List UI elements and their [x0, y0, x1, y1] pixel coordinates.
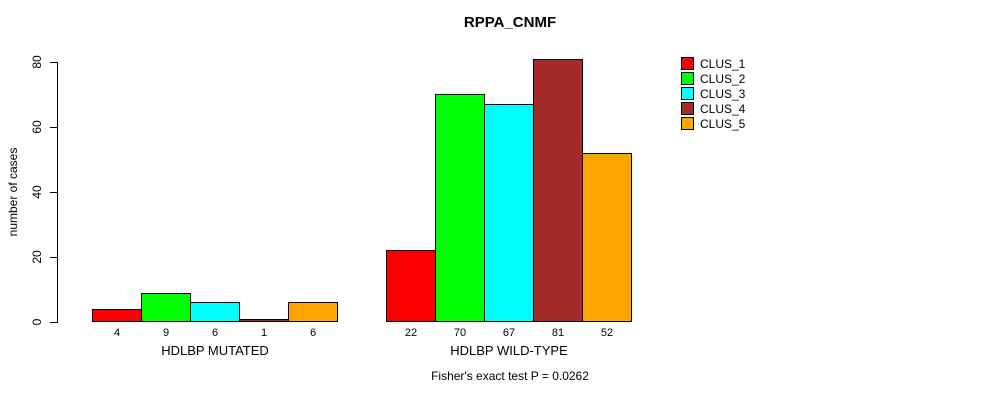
bar-clus_4 — [533, 59, 583, 322]
bar-clus_3 — [190, 302, 240, 322]
bar-clus_4 — [239, 319, 289, 322]
bar-value-label: 52 — [600, 327, 614, 339]
bar-value-label: 6 — [211, 327, 219, 339]
footnote: Fisher's exact test P = 0.0262 — [431, 369, 589, 383]
legend-item-clus_3: CLUS_3 — [681, 86, 745, 101]
category-label: HDLBP WILD-TYPE — [450, 343, 568, 358]
legend-label: CLUS_3 — [700, 86, 746, 101]
legend-swatch-clus_3 — [681, 87, 694, 100]
bar-clus_2 — [435, 94, 485, 322]
y-axis — [57, 62, 58, 323]
y-axis-label: number of cases — [6, 147, 20, 237]
y-tick-label: 40 — [30, 185, 44, 199]
legend-item-clus_1: CLUS_1 — [681, 56, 745, 71]
legend-swatch-clus_2 — [681, 72, 694, 85]
bar-value-label: 9 — [162, 327, 170, 339]
y-tick — [50, 322, 57, 323]
legend-label: CLUS_4 — [700, 101, 746, 116]
legend-swatch-clus_1 — [681, 57, 694, 70]
bar-value-label: 81 — [551, 327, 565, 339]
bar-clus_2 — [141, 293, 191, 322]
bar-clus_5 — [582, 153, 632, 322]
bar-value-label: 22 — [404, 327, 418, 339]
legend: CLUS_1 CLUS_2 CLUS_3 CLUS_4 CLUS_5 — [681, 56, 745, 131]
y-tick — [50, 257, 57, 258]
y-tick-label: 20 — [30, 250, 44, 264]
y-tick-label: 0 — [30, 318, 44, 326]
bar-value-label: 1 — [260, 327, 268, 339]
legend-item-clus_4: CLUS_4 — [681, 101, 745, 116]
y-tick — [50, 192, 57, 193]
legend-item-clus_2: CLUS_2 — [681, 71, 745, 86]
bar-value-label: 67 — [502, 327, 516, 339]
y-tick — [50, 127, 57, 128]
legend-label: CLUS_2 — [700, 71, 746, 86]
legend-label: CLUS_5 — [700, 116, 746, 131]
legend-label: CLUS_1 — [700, 56, 746, 71]
bar-clus_1 — [386, 250, 436, 322]
y-tick — [50, 62, 57, 63]
y-tick-label: 80 — [30, 55, 44, 69]
legend-swatch-clus_5 — [681, 117, 694, 130]
bar-clus_1 — [92, 309, 142, 322]
y-tick-label: 60 — [30, 120, 44, 134]
bar-clus_3 — [484, 104, 534, 322]
chart-title: RPPA_CNMF — [463, 14, 557, 31]
bar-value-label: 70 — [453, 327, 467, 339]
bar-clus_5 — [288, 302, 338, 322]
bar-value-label: 6 — [309, 327, 317, 339]
bar-value-label: 4 — [113, 327, 121, 339]
category-label: HDLBP MUTATED — [161, 343, 269, 358]
legend-swatch-clus_4 — [681, 102, 694, 115]
legend-item-clus_5: CLUS_5 — [681, 116, 745, 131]
